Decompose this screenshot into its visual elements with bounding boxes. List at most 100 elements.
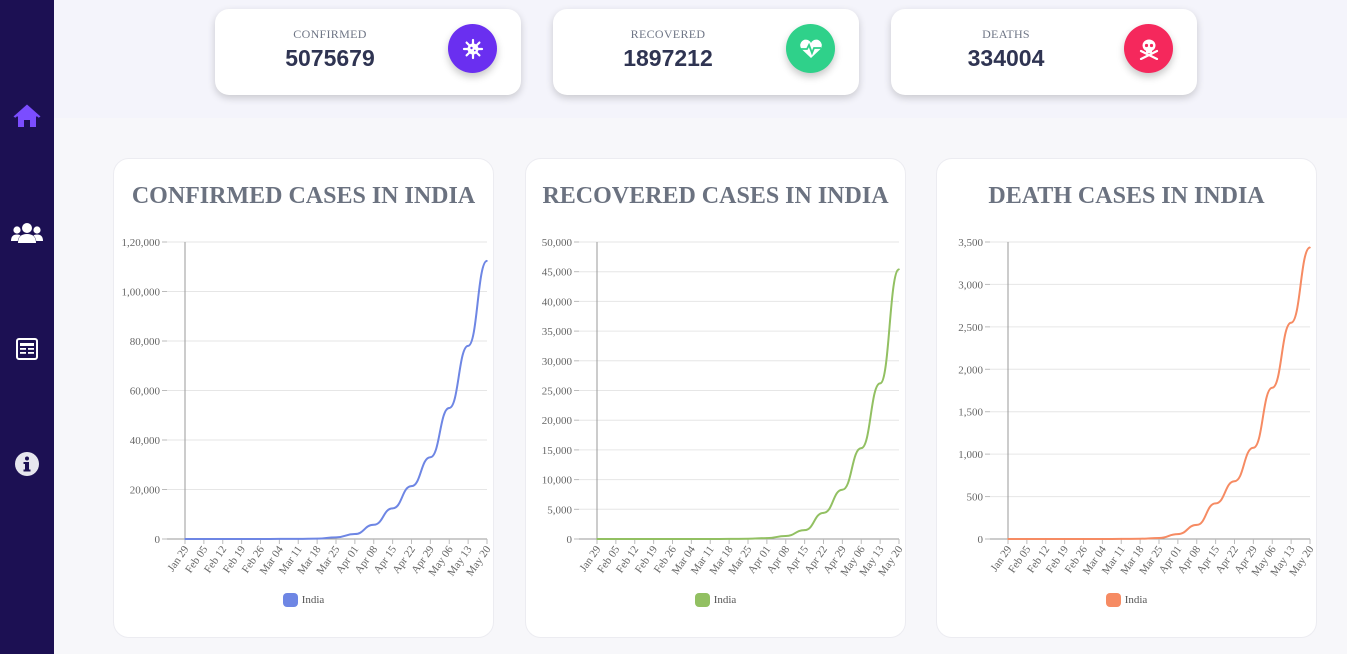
legend-swatch — [694, 593, 710, 607]
y-tick-label: 20,000 — [542, 415, 573, 427]
heartbeat-icon — [786, 24, 835, 73]
data-point — [709, 538, 712, 540]
virus-icon — [448, 24, 497, 73]
data-point — [410, 485, 413, 487]
users-icon[interactable] — [11, 217, 43, 249]
y-tick-label: 30,000 — [542, 356, 573, 368]
data-point — [1309, 246, 1311, 249]
info-icon[interactable] — [11, 448, 43, 480]
data-point — [898, 268, 900, 271]
data-point — [1233, 480, 1236, 483]
y-tick-label: 5,000 — [547, 504, 572, 516]
y-tick-label: 40,000 — [130, 435, 161, 447]
data-point — [297, 538, 300, 540]
data-point — [615, 538, 617, 540]
data-point — [354, 533, 356, 535]
data-point — [1120, 538, 1123, 540]
y-tick-label: 1,500 — [958, 407, 983, 419]
y-tick-label: 1,20,000 — [122, 237, 161, 249]
deaths-card: DEATHS 334004 — [891, 9, 1197, 95]
y-tick-label: 0 — [155, 534, 161, 546]
data-point — [184, 538, 186, 540]
data-point — [372, 524, 375, 526]
legend-swatch — [282, 593, 298, 607]
recovered-card: RECOVERED 1897212 — [553, 9, 859, 95]
data-point — [240, 538, 243, 540]
deaths-legend[interactable]: India — [937, 593, 1316, 607]
data-point — [1214, 502, 1217, 505]
data-point — [1271, 386, 1274, 389]
confirmed-value: 5075679 — [285, 45, 375, 71]
data-point — [1063, 538, 1066, 540]
data-point — [822, 512, 825, 514]
data-point — [1158, 537, 1160, 539]
skull-crossbones-icon — [1124, 24, 1173, 73]
data-point — [221, 538, 224, 540]
sidebar — [0, 0, 54, 654]
legend-swatch — [1105, 593, 1121, 607]
data-point — [860, 447, 863, 449]
data-point — [671, 538, 674, 540]
data-point — [1007, 538, 1009, 540]
data-point — [652, 538, 655, 540]
recovered-label: RECOVERED — [630, 27, 706, 41]
y-tick-label: 50,000 — [542, 237, 573, 249]
data-point — [690, 538, 693, 540]
data-point — [467, 345, 469, 347]
data-point — [803, 529, 806, 531]
data-point — [747, 537, 749, 540]
y-tick-label: 10,000 — [542, 475, 573, 487]
y-tick-label: 1,000 — [958, 449, 983, 461]
recovered-legend[interactable]: India — [526, 593, 905, 607]
recovered-chart-title: RECOVERED CASES IN INDIA — [542, 183, 889, 209]
deaths-chart-card: DEATH CASES IN INDIA 0 500 1,000 1,500 2,000… — [936, 158, 1317, 638]
data-point — [1177, 533, 1179, 535]
confirmed-chart-title: CONFIRMED CASES IN INDIA — [131, 183, 476, 209]
legend-label: India — [713, 594, 737, 606]
data-point — [1026, 538, 1028, 540]
data-point — [596, 538, 598, 540]
data-point — [1195, 524, 1198, 526]
y-tick-label: 3,500 — [958, 237, 983, 249]
y-tick-label: 25,000 — [542, 386, 573, 398]
confirmed-legend[interactable]: India — [114, 593, 493, 607]
legend-label: India — [301, 594, 325, 606]
data-point — [429, 456, 432, 459]
deaths-label: DEATHS — [982, 27, 1030, 41]
data-point — [1101, 538, 1104, 540]
y-tick-label: 3,000 — [958, 279, 983, 291]
y-tick-label: 80,000 — [130, 336, 161, 348]
data-point — [316, 537, 318, 540]
y-tick-label: 0 — [978, 534, 984, 546]
deaths-value: 334004 — [967, 45, 1045, 71]
y-tick-label: 2,500 — [958, 322, 983, 334]
y-tick-label: 35,000 — [542, 326, 573, 338]
y-tick-label: 15,000 — [542, 445, 573, 457]
data-point — [391, 507, 394, 510]
series-line-india — [1007, 246, 1311, 540]
newspaper-icon[interactable] — [11, 333, 43, 365]
y-tick-label: 60,000 — [130, 386, 161, 398]
data-point — [633, 538, 636, 540]
home-icon[interactable] — [11, 100, 43, 132]
series-line-india — [184, 259, 488, 540]
y-tick-label: 2,000 — [958, 364, 983, 376]
data-point — [879, 382, 881, 385]
y-tick-label: 40,000 — [542, 296, 573, 308]
y-tick-label: 20,000 — [130, 485, 161, 497]
data-point — [1252, 446, 1255, 449]
y-tick-label: 45,000 — [542, 267, 573, 279]
data-point — [1290, 321, 1292, 324]
recovered-chart-card: RECOVERED CASES IN INDIA 0 5,000 10,000 15,… — [525, 158, 906, 638]
data-point — [728, 538, 730, 540]
data-point — [448, 407, 451, 409]
y-tick-label: 1,00,000 — [122, 287, 161, 299]
y-tick-label: 500 — [967, 492, 984, 504]
recovered-value: 1897212 — [623, 45, 713, 71]
data-point — [1044, 538, 1047, 540]
confirmed-chart-card: CONFIRMED CASES IN INDIA 0 20,000 40,000 60… — [113, 158, 494, 638]
series-line-india — [596, 268, 900, 540]
confirmed-card: CONFIRMED 5075679 — [215, 9, 521, 95]
data-point — [1139, 537, 1141, 540]
